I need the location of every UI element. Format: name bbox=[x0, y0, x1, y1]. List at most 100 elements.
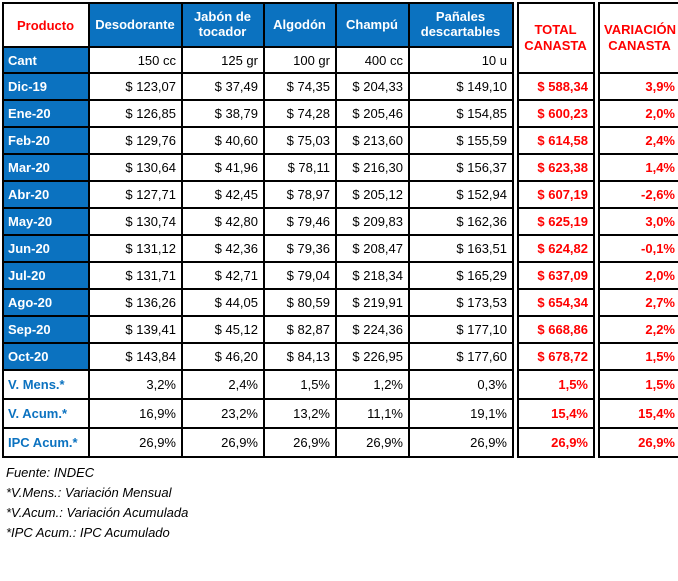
cell-value: $ 216,30 bbox=[335, 153, 410, 182]
cell-value: $ 209,83 bbox=[335, 207, 410, 236]
column-gap bbox=[513, 343, 518, 370]
basket-price-table: Producto Desodorante Jabón de tocador Al… bbox=[2, 2, 678, 458]
column-gap bbox=[594, 316, 599, 343]
table-row: Oct-20 $ 143,84 $ 46,20 $ 84,13 $ 226,95 $ 17… bbox=[2, 342, 678, 371]
cell-value: $ 75,03 bbox=[263, 126, 337, 155]
footnote-vacum: *V.Acum.: Variación Acumulada bbox=[6, 505, 189, 520]
table-row: V. Mens.* 3,2% 2,4% 1,5% 1,2% 0,3% 1,5% 1,5% bbox=[2, 369, 678, 400]
cell-value: $ 219,91 bbox=[335, 288, 410, 317]
table-row: May-20 $ 130,74 $ 42,80 $ 79,46 $ 209,83 $ 16… bbox=[2, 207, 678, 236]
cell-value: 19,1% bbox=[408, 398, 514, 429]
corner-header-producto: Producto bbox=[2, 2, 90, 48]
row-label-cant: Cant bbox=[2, 46, 90, 74]
variacion-canasta-value: 1,5% bbox=[598, 342, 678, 371]
total-canasta-value: $ 678,72 bbox=[517, 342, 595, 371]
cell-value: $ 131,71 bbox=[88, 261, 183, 290]
column-gap bbox=[513, 262, 518, 289]
cell-value: $ 38,79 bbox=[181, 99, 265, 128]
cell-value: 23,2% bbox=[181, 398, 265, 429]
column-header-total-canasta: TOTAL CANASTA bbox=[517, 2, 595, 74]
cell-value: $ 130,64 bbox=[88, 153, 183, 182]
total-canasta-value: 26,9% bbox=[517, 427, 595, 458]
cell-value: $ 79,04 bbox=[263, 261, 337, 290]
cell-value: $ 82,87 bbox=[263, 315, 337, 344]
cell-value: $ 123,07 bbox=[88, 72, 183, 101]
column-gap bbox=[513, 428, 518, 457]
cell-value: $ 42,36 bbox=[181, 234, 265, 263]
total-canasta-value: $ 637,09 bbox=[517, 261, 595, 290]
footnote-source: Fuente: INDEC bbox=[6, 465, 95, 480]
column-gap bbox=[594, 343, 599, 370]
cell-value: 3,2% bbox=[88, 369, 183, 400]
cell-value: $ 155,59 bbox=[408, 126, 514, 155]
column-gap bbox=[513, 100, 518, 127]
cell-value: $ 162,36 bbox=[408, 207, 514, 236]
spreadsheet-area: Producto Desodorante Jabón de tocador Al… bbox=[2, 2, 678, 540]
cell-value: $ 173,53 bbox=[408, 288, 514, 317]
cell-value: 26,9% bbox=[408, 427, 514, 458]
total-canasta-value: 1,5% bbox=[517, 369, 595, 400]
column-header-panales: Pañales descartables bbox=[408, 2, 514, 48]
cell-value: $ 205,12 bbox=[335, 180, 410, 209]
total-canasta-value: $ 654,34 bbox=[517, 288, 595, 317]
cell-value: 13,2% bbox=[263, 398, 337, 429]
column-gap bbox=[513, 154, 518, 181]
cell-value: $ 213,60 bbox=[335, 126, 410, 155]
qty-value: 125 gr bbox=[181, 46, 265, 74]
variacion-canasta-value: 2,4% bbox=[598, 126, 678, 155]
column-gap bbox=[513, 73, 518, 100]
variacion-canasta-value: 3,9% bbox=[598, 72, 678, 101]
cell-value: 26,9% bbox=[335, 427, 410, 458]
row-label: Ago-20 bbox=[2, 288, 90, 317]
table-row: Mar-20 $ 130,64 $ 41,96 $ 78,11 $ 216,30 $ 15… bbox=[2, 153, 678, 182]
table-row: Abr-20 $ 127,71 $ 42,45 $ 78,97 $ 205,12 $ 15… bbox=[2, 180, 678, 209]
qty-value: 400 cc bbox=[335, 46, 410, 74]
cell-value: $ 41,96 bbox=[181, 153, 265, 182]
table-row: Ene-20 $ 126,85 $ 38,79 $ 74,28 $ 205,46 $ 15… bbox=[2, 99, 678, 128]
cell-value: $ 40,60 bbox=[181, 126, 265, 155]
cell-value: $ 79,36 bbox=[263, 234, 337, 263]
cell-value: 11,1% bbox=[335, 398, 410, 429]
column-gap bbox=[513, 370, 518, 399]
column-header-champu: Champú bbox=[335, 2, 410, 48]
cell-value: 1,5% bbox=[263, 369, 337, 400]
column-gap bbox=[513, 235, 518, 262]
table-row: Feb-20 $ 129,76 $ 40,60 $ 75,03 $ 213,60 $ 15… bbox=[2, 126, 678, 155]
cell-value: $ 80,59 bbox=[263, 288, 337, 317]
column-header-desodorante: Desodorante bbox=[88, 2, 183, 48]
column-gap bbox=[513, 208, 518, 235]
variacion-canasta-value: 1,4% bbox=[598, 153, 678, 182]
column-gap bbox=[594, 235, 599, 262]
row-label: V. Acum.* bbox=[2, 398, 90, 429]
cell-value: 2,4% bbox=[181, 369, 265, 400]
cell-value: $ 218,34 bbox=[335, 261, 410, 290]
row-label: Ene-20 bbox=[2, 99, 90, 128]
table-row: Sep-20 $ 139,41 $ 45,12 $ 82,87 $ 224,36 $ 17… bbox=[2, 315, 678, 344]
cell-value: $ 79,46 bbox=[263, 207, 337, 236]
column-gap bbox=[594, 289, 599, 316]
total-canasta-value: $ 624,82 bbox=[517, 234, 595, 263]
column-gap bbox=[513, 127, 518, 154]
cell-value: $ 46,20 bbox=[181, 342, 265, 371]
cell-value: $ 74,28 bbox=[263, 99, 337, 128]
qty-value: 100 gr bbox=[263, 46, 337, 74]
row-label: May-20 bbox=[2, 207, 90, 236]
variacion-canasta-value: -0,1% bbox=[598, 234, 678, 263]
cell-value: $ 84,13 bbox=[263, 342, 337, 371]
row-label: Sep-20 bbox=[2, 315, 90, 344]
cell-value: 0,3% bbox=[408, 369, 514, 400]
cell-value: $ 152,94 bbox=[408, 180, 514, 209]
total-canasta-value: $ 623,38 bbox=[517, 153, 595, 182]
cell-value: $ 42,71 bbox=[181, 261, 265, 290]
row-label: Abr-20 bbox=[2, 180, 90, 209]
total-canasta-value: 15,4% bbox=[517, 398, 595, 429]
variacion-canasta-value: 3,0% bbox=[598, 207, 678, 236]
variacion-canasta-value: 1,5% bbox=[598, 369, 678, 400]
column-gap bbox=[513, 316, 518, 343]
column-gap bbox=[594, 370, 599, 399]
variacion-canasta-value: -2,6% bbox=[598, 180, 678, 209]
cell-value: $ 139,41 bbox=[88, 315, 183, 344]
cell-value: $ 224,36 bbox=[335, 315, 410, 344]
total-canasta-value: $ 614,58 bbox=[517, 126, 595, 155]
qty-value: 150 cc bbox=[88, 46, 183, 74]
